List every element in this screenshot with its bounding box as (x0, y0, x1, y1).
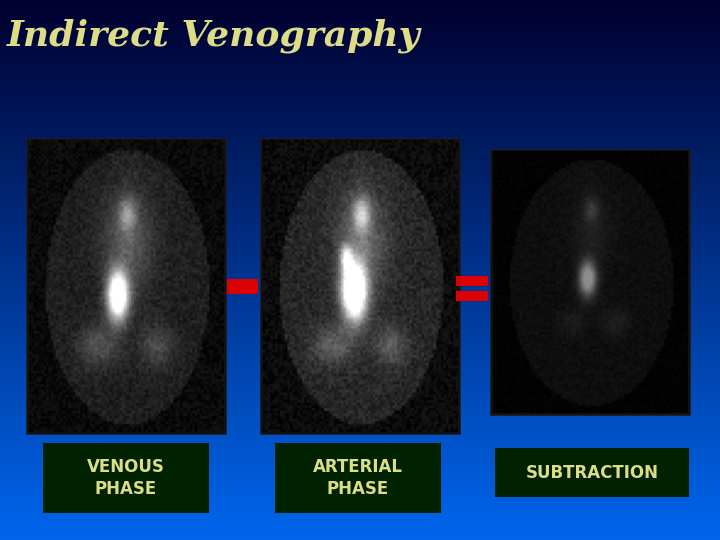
Text: ARTERIAL
PHASE: ARTERIAL PHASE (312, 458, 403, 498)
Bar (456, 276, 488, 286)
Bar (26, 138, 226, 434)
Bar (495, 448, 689, 497)
Bar (275, 443, 441, 513)
Bar (43, 443, 209, 513)
Bar (260, 138, 460, 434)
Text: SUBTRACTION: SUBTRACTION (526, 463, 658, 482)
Bar (456, 291, 488, 301)
Bar (490, 149, 690, 415)
Bar (227, 279, 258, 294)
Text: Indirect Venography: Indirect Venography (7, 19, 420, 53)
Text: VENOUS
PHASE: VENOUS PHASE (87, 458, 165, 498)
